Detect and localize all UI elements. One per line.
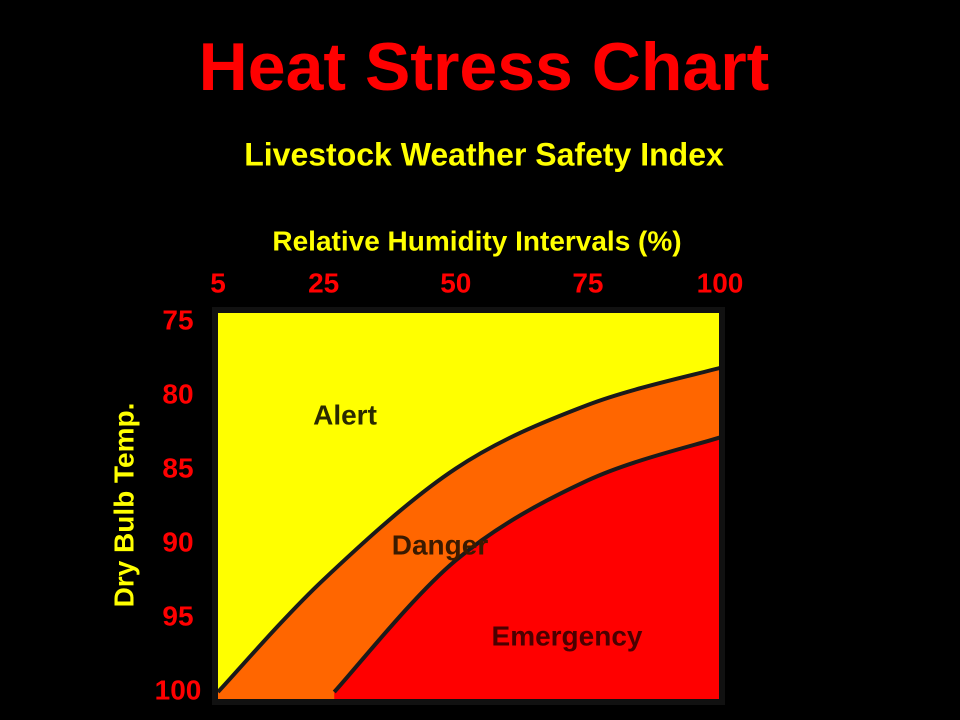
chart-subtitle: Livestock Weather Safety Index	[244, 136, 724, 172]
zone-boundary	[216, 365, 721, 694]
x-tick-label: 50	[440, 267, 471, 298]
y-tick-label: 100	[155, 674, 202, 705]
x-tick-label: 100	[697, 267, 744, 298]
y-tick-label: 90	[162, 526, 193, 557]
chart-title: Heat Stress Chart	[199, 29, 770, 105]
x-tick-label: 25	[308, 267, 339, 298]
zone-label: Alert	[313, 399, 377, 430]
zone-label: Danger	[392, 529, 489, 560]
x-tick-label: 75	[572, 267, 603, 298]
y-tick-label: 85	[162, 452, 193, 483]
x-tick-label: 5	[210, 267, 226, 298]
zone-area	[334, 437, 722, 702]
y-tick-label: 95	[162, 600, 193, 631]
y-tick-label: 80	[162, 378, 193, 409]
x-axis-label: Relative Humidity Intervals (%)	[272, 225, 681, 256]
plot-area	[212, 307, 725, 705]
zone-label: Emergency	[492, 620, 643, 651]
plot-border	[212, 307, 725, 705]
y-tick-label: 75	[162, 304, 193, 335]
y-axis-label: Dry Bulb Temp.	[108, 403, 139, 608]
zone-boundary	[332, 435, 721, 694]
